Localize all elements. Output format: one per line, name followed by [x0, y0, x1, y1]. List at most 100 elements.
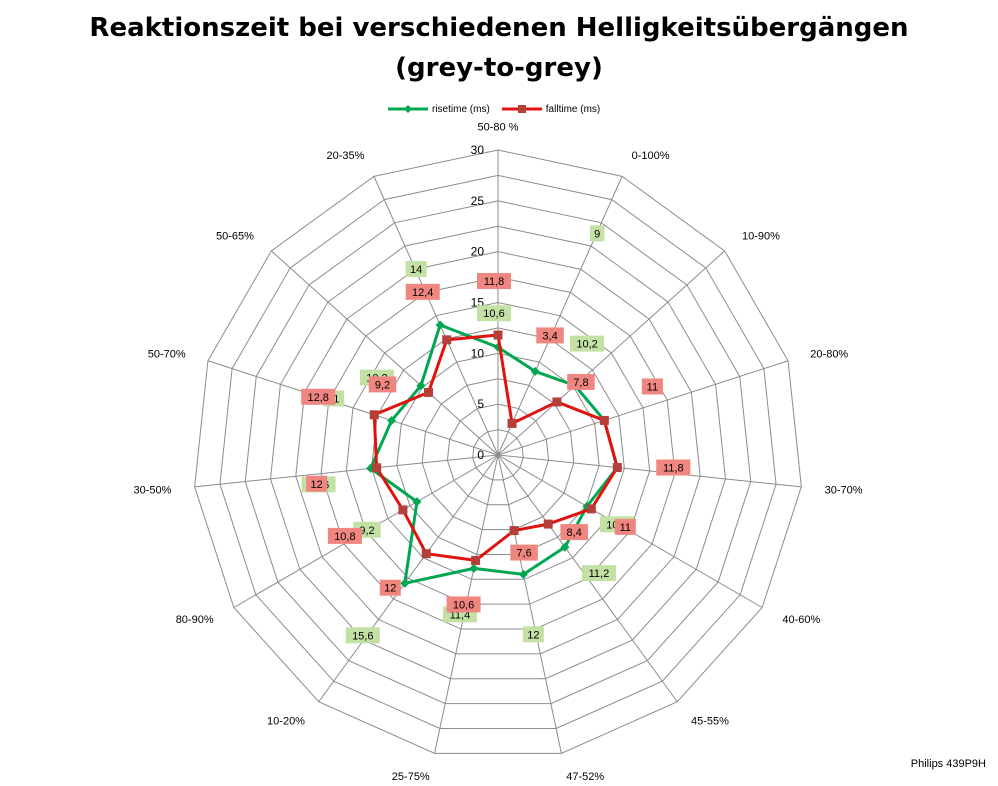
grid-ring: [269, 225, 727, 680]
falltime-data-label: 7,6: [516, 548, 531, 560]
series-line-falltime: [372, 333, 619, 562]
grid-spoke: [318, 454, 499, 703]
grid-ring: [371, 327, 625, 580]
falltime-marker: [612, 463, 622, 473]
falltime-data-label-box: [379, 579, 401, 596]
category-label: 45-55%: [691, 716, 729, 728]
falltime-marker: [369, 410, 379, 420]
falltime-data-label-box: [614, 518, 636, 535]
falltime-data-label: 11: [647, 381, 658, 393]
grid-spoke: [497, 454, 562, 754]
risetime-marker: [469, 563, 479, 573]
chart-title: Reaktionszeit bei verschiedenen Helligke…: [0, 8, 998, 88]
category-label: 50-70%: [148, 349, 186, 361]
falltime-data-label: 12,4: [412, 287, 433, 299]
falltime-data-label: 8,4: [567, 527, 582, 539]
legend-label-falltime: falltime (ms): [545, 103, 601, 115]
falltime-data-label: 7,8: [573, 377, 588, 389]
falltime-data-label: 12: [311, 479, 323, 491]
radial-tick-label: 20: [471, 245, 485, 259]
falltime-data-label-box: [306, 475, 328, 492]
category-label: 20-80%: [810, 349, 848, 361]
category-label: 50-65%: [216, 230, 254, 242]
grid-spoke: [207, 360, 499, 456]
falltime-data-label-box: [477, 273, 511, 290]
legend-item-falltime: falltime (ms): [501, 103, 601, 115]
category-label: 47-52%: [566, 771, 604, 783]
grid-spoke: [497, 454, 802, 488]
falltime-data-label: 10,6: [453, 599, 474, 611]
falltime-marker: [493, 330, 503, 340]
falltime-data-label: 11,8: [484, 276, 505, 288]
falltime-data-label: 11: [620, 522, 631, 534]
category-label: 80-90%: [176, 614, 214, 626]
legend-item-risetime: risetime (ms): [388, 103, 490, 115]
category-label: 30-50%: [133, 484, 171, 496]
falltime-marker: [423, 387, 433, 397]
grid-ring: [295, 251, 701, 655]
category-label: 0-100%: [632, 150, 670, 162]
falltime-data-label-box: [510, 544, 538, 561]
legend: risetime (ms) falltime (ms): [388, 100, 612, 118]
grid-ring: [446, 403, 550, 506]
falltime-data-label-box: [560, 524, 588, 541]
category-label: 30-70%: [825, 484, 863, 496]
radial-tick-label: 25: [471, 194, 485, 208]
chart-title-line-1: Reaktionszeit bei verschiedenen Helligke…: [89, 13, 909, 43]
falltime-data-label-box: [567, 373, 595, 390]
category-label: 10-90%: [742, 230, 780, 242]
falltime-legend-swatch: [501, 105, 542, 113]
grid-spoke: [194, 454, 499, 488]
falltime-data-label-box: [641, 378, 663, 395]
falltime-marker: [471, 555, 481, 565]
falltime-marker: [421, 549, 431, 559]
radar-data-labels: 10,6910,21111,810,111,21211,415,69,212,6…: [301, 225, 691, 644]
grid-ring: [320, 276, 676, 630]
risetime-data-label-box: [477, 305, 511, 322]
risetime-legend-swatch: [388, 105, 428, 113]
falltime-data-label: 12: [384, 583, 396, 595]
risetime-data-label-box: [570, 335, 605, 352]
falltime-marker: [442, 335, 452, 345]
category-label: 50-80 %: [478, 122, 519, 134]
falltime-marker: [507, 418, 517, 428]
radial-tick-label: 5: [477, 397, 484, 411]
grid-spoke: [497, 176, 623, 456]
risetime-data-label: 14: [410, 264, 422, 276]
grid-spoke: [497, 250, 725, 456]
risetime-data-label-box: [405, 260, 427, 277]
risetime-data-label-box: [522, 626, 544, 643]
risetime-marker: [435, 320, 445, 330]
falltime-marker: [599, 415, 609, 425]
risetime-marker: [416, 381, 426, 391]
risetime-data-label-box: [345, 627, 380, 644]
falltime-marker: [372, 463, 382, 473]
falltime-data-label-box: [301, 388, 336, 405]
grid-ring: [396, 352, 600, 555]
risetime-marker: [530, 366, 540, 376]
risetime-data-label: 15,6: [352, 630, 373, 642]
falltime-data-label: 11,8: [663, 463, 684, 475]
risetime-data-label: 9: [594, 228, 600, 240]
falltime-marker: [586, 504, 596, 514]
falltime-marker: [509, 526, 519, 536]
radial-tick-label: 0: [477, 448, 484, 462]
risetime-data-label: 10,6: [483, 308, 504, 320]
risetime-marker: [560, 542, 570, 552]
falltime-data-label: 10,8: [334, 531, 355, 543]
falltime-data-label-box: [656, 459, 691, 476]
grid-ring: [472, 429, 524, 481]
risetime-data-label: 12: [527, 629, 539, 641]
falltime-data-label-box: [446, 596, 481, 613]
risetime-data-label: 9,2: [359, 525, 374, 537]
radial-tick-label: 30: [471, 143, 485, 157]
falltime-data-label-box: [327, 527, 362, 544]
falltime-marker: [552, 397, 562, 407]
falltime-data-label: 12,8: [308, 392, 329, 404]
grid-ring: [244, 200, 752, 705]
risetime-data-label: 11,2: [589, 568, 610, 580]
falltime-data-label: 9,2: [375, 379, 390, 391]
radar-series: [366, 320, 622, 588]
grid-spoke: [271, 250, 499, 456]
